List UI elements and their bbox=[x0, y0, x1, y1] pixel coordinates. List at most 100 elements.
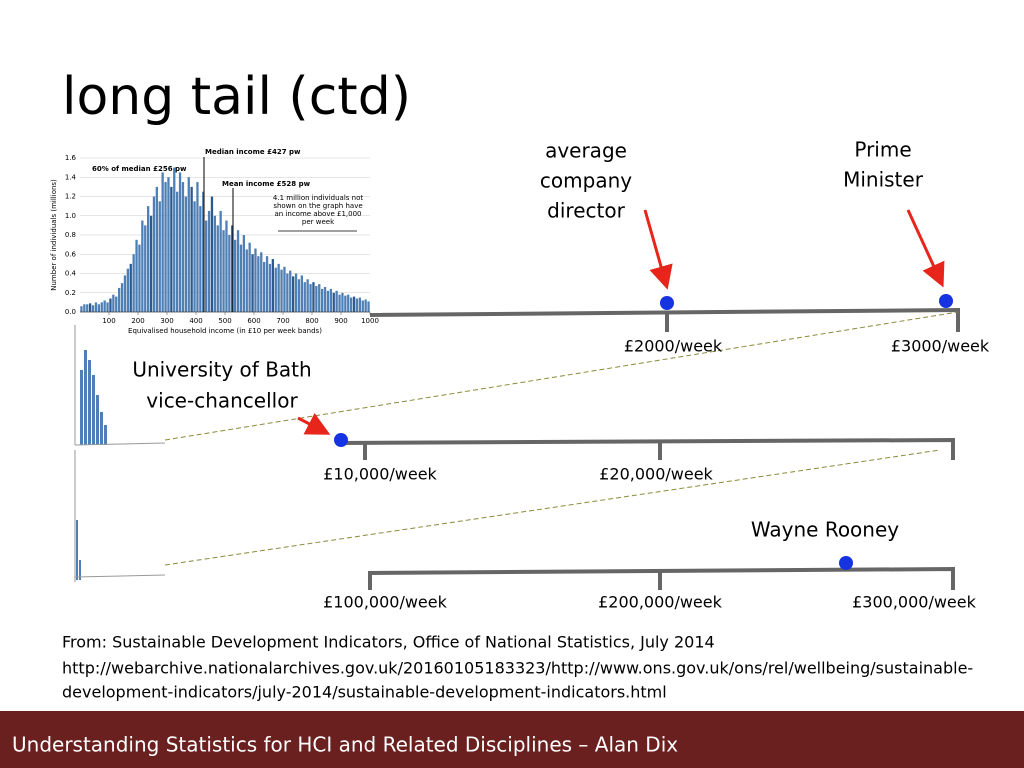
thumbnail-axis bbox=[74, 574, 166, 578]
dot bbox=[839, 556, 853, 570]
bar bbox=[184, 196, 187, 312]
bar bbox=[297, 279, 301, 312]
bar bbox=[332, 292, 335, 312]
bar bbox=[213, 215, 216, 312]
slide-title: long tail (ctd) bbox=[62, 67, 411, 127]
bar bbox=[286, 273, 289, 312]
scale-label: £2000/week bbox=[624, 337, 723, 356]
annotation: Median income £427 pw bbox=[205, 148, 301, 156]
bar bbox=[277, 263, 280, 312]
bar bbox=[109, 298, 112, 312]
bar bbox=[231, 225, 234, 312]
x-tick-label: 400 bbox=[189, 317, 202, 325]
bar bbox=[126, 268, 129, 312]
bar bbox=[216, 225, 219, 312]
bar bbox=[164, 182, 167, 312]
bar bbox=[193, 201, 196, 312]
annotation: an income above £1,000 bbox=[275, 210, 362, 218]
bar bbox=[190, 186, 193, 312]
bar bbox=[144, 225, 147, 312]
zoom-line bbox=[164, 311, 959, 441]
bar bbox=[263, 261, 266, 312]
bar bbox=[115, 296, 118, 312]
x-tick-label: 200 bbox=[131, 317, 144, 325]
bar bbox=[210, 196, 214, 312]
bar bbox=[274, 267, 277, 312]
histogram: 0.0 0.2 0.4 0.6 0.8 1.0 1.2 1.4 1.6 100 200 300 400 5… bbox=[50, 148, 379, 335]
y-tick-label: 0.0 bbox=[65, 308, 76, 316]
thumbnail-axis bbox=[74, 442, 166, 446]
bar bbox=[152, 196, 156, 312]
bar bbox=[268, 263, 272, 312]
y-tick-label: 0.8 bbox=[65, 231, 76, 239]
bar bbox=[358, 297, 361, 312]
x-tick-label: 900 bbox=[334, 317, 347, 325]
bar bbox=[303, 282, 306, 312]
bar bbox=[294, 273, 298, 312]
bar bbox=[167, 177, 170, 312]
scale-label: £300,000/week bbox=[852, 593, 977, 612]
bar bbox=[132, 254, 135, 312]
bar bbox=[344, 295, 347, 312]
bar bbox=[355, 298, 359, 312]
bar bbox=[323, 286, 327, 312]
bar bbox=[289, 270, 292, 312]
bar bbox=[155, 186, 158, 312]
dot bbox=[334, 433, 348, 447]
bar bbox=[202, 191, 205, 312]
bar bbox=[312, 282, 315, 312]
bar bbox=[260, 252, 263, 312]
x-axis-label: Equivalised household income (in £10 per… bbox=[128, 327, 322, 335]
annotation: shown on the graph have bbox=[273, 202, 362, 210]
y-tick-label: 0.4 bbox=[65, 270, 77, 278]
bar bbox=[318, 284, 321, 312]
bar bbox=[239, 244, 243, 312]
bar bbox=[367, 301, 370, 312]
bar bbox=[309, 284, 312, 312]
bar bbox=[103, 300, 106, 312]
scale-label: £100,000/week bbox=[323, 593, 448, 612]
callout: company bbox=[540, 169, 632, 193]
bar bbox=[280, 269, 283, 312]
bar bbox=[306, 279, 309, 312]
x-tick-label: 800 bbox=[305, 317, 318, 325]
callout: Wayne Rooney bbox=[751, 518, 899, 542]
source-text: http://webarchive.nationalarchives.gov.u… bbox=[62, 659, 973, 678]
bar bbox=[100, 302, 103, 312]
scale-label: £20,000/week bbox=[599, 465, 713, 484]
footer-bar bbox=[0, 711, 1024, 768]
scale-label: £3000/week bbox=[891, 337, 990, 356]
dots bbox=[334, 294, 953, 570]
bar bbox=[170, 186, 173, 312]
x-tick-label: 300 bbox=[160, 317, 173, 325]
bar bbox=[176, 191, 179, 312]
bar bbox=[135, 239, 138, 312]
y-tick-label: 1.0 bbox=[65, 212, 76, 220]
bar bbox=[94, 302, 98, 312]
bar bbox=[112, 294, 115, 312]
bar bbox=[196, 182, 199, 312]
callout: Prime bbox=[854, 138, 911, 162]
bar bbox=[265, 256, 269, 312]
y-tick-label: 1.6 bbox=[65, 154, 77, 162]
x-tick-label: 700 bbox=[276, 317, 289, 325]
bar bbox=[251, 254, 254, 312]
bar bbox=[123, 275, 127, 312]
y-tick-label: 0.6 bbox=[65, 250, 77, 258]
bar bbox=[149, 215, 153, 312]
bar bbox=[335, 290, 338, 312]
bar bbox=[350, 297, 353, 312]
zoom-line bbox=[164, 449, 941, 566]
bar bbox=[341, 292, 344, 312]
annotation: Mean income £528 pw bbox=[222, 180, 311, 188]
bar bbox=[271, 259, 274, 312]
bar bbox=[228, 235, 231, 312]
annotation: 60% of median £256 pw bbox=[92, 165, 187, 173]
bar bbox=[234, 239, 237, 312]
dot bbox=[939, 294, 953, 308]
annotation: per week bbox=[302, 218, 335, 226]
bar bbox=[83, 304, 86, 312]
bar bbox=[120, 283, 124, 312]
